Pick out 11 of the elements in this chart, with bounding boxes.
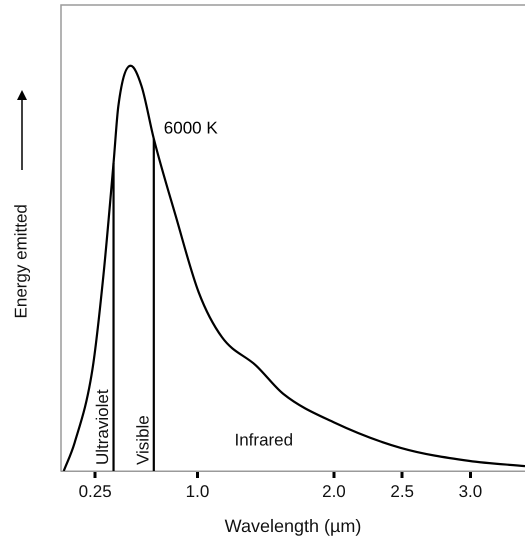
y-axis-title: Energy emitted [12,204,31,318]
annotation: Visible [133,415,152,466]
series-label: 6000 K [164,118,218,138]
x-tick-label: 0.25 [78,482,112,501]
x-tick-label: 2.0 [322,482,346,501]
x-tick-label: 2.5 [390,482,414,501]
annotation: Infrared [234,430,294,450]
x-tick-label: 1.0 [186,482,210,501]
x-axis-title: Wavelength (µm) [224,516,362,536]
x-tick-label: 3.0 [458,482,482,501]
annotation: Ultraviolet [93,389,112,466]
